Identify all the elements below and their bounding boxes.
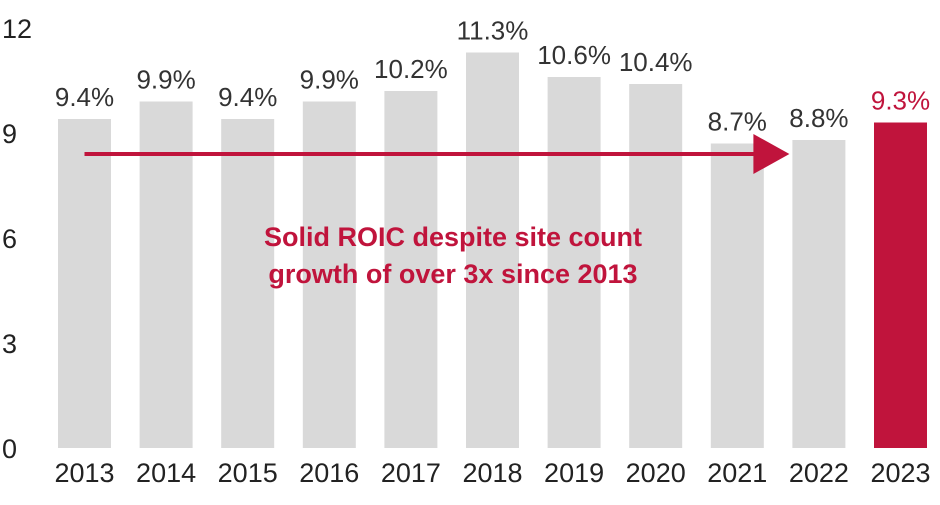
bar-2013 [58, 119, 111, 448]
bar-2021 [710, 143, 764, 448]
data-label-2013: 9.4% [55, 82, 114, 112]
y-tick-label: 9 [2, 119, 17, 149]
data-label-2022: 8.8% [789, 103, 848, 133]
bar-2022 [792, 140, 846, 448]
x-axis-ticks: 2013 2014 2015 2016 2017 2018 2019 2020 2021 2022… [54, 458, 930, 488]
y-tick-label: 3 [2, 329, 17, 359]
bar-2015 [221, 119, 275, 448]
data-label-2020: 10.4% [619, 47, 693, 77]
bar-2020 [629, 84, 683, 448]
y-tick-label: 6 [2, 224, 17, 254]
x-tick-label-2020: 2020 [626, 458, 686, 488]
x-tick-label-2015: 2015 [218, 458, 278, 488]
x-tick-label-2014: 2014 [136, 458, 196, 488]
data-labels: 9.4% 9.9% 9.4% 9.9% 10.2% 11.3% 10.6% 10.4% 8.7%… [55, 16, 930, 137]
x-tick-label-2017: 2017 [381, 458, 441, 488]
bars [58, 52, 927, 448]
x-tick-label-2013: 2013 [54, 458, 114, 488]
y-tick-label: 0 [2, 434, 17, 464]
data-label-2021: 8.7% [708, 107, 767, 137]
x-tick-label-2016: 2016 [299, 458, 359, 488]
bar-2023 [874, 122, 927, 448]
data-label-2014: 9.9% [136, 65, 195, 95]
bar-2018 [466, 52, 519, 448]
y-axis-ticks: 0 3 6 9 12 [2, 14, 32, 464]
x-tick-label-2018: 2018 [462, 458, 522, 488]
bar-2019 [547, 77, 601, 448]
x-tick-label-2022: 2022 [789, 458, 849, 488]
annotation-line-2: growth of over 3x since 2013 [268, 259, 637, 289]
bar-2017 [384, 91, 438, 448]
bar-2016 [302, 101, 356, 448]
x-tick-label-2023: 2023 [870, 458, 930, 488]
annotation-line-1: Solid ROIC despite site count [264, 222, 642, 252]
data-label-2017: 10.2% [374, 54, 448, 84]
data-label-2015: 9.4% [218, 82, 277, 112]
x-tick-label-2021: 2021 [707, 458, 767, 488]
annotation-text: Solid ROIC despite site count growth of … [264, 222, 642, 289]
data-label-2019: 10.6% [537, 40, 611, 70]
y-tick-label: 12 [2, 14, 32, 44]
trend-arrow [84, 134, 790, 174]
data-label-2018: 11.3% [457, 16, 529, 46]
arrow-head [753, 134, 790, 174]
x-tick-label-2019: 2019 [544, 458, 604, 488]
data-label-2016: 9.9% [300, 65, 359, 95]
data-label-2023: 9.3% [871, 86, 930, 116]
bar-2014 [139, 101, 193, 448]
